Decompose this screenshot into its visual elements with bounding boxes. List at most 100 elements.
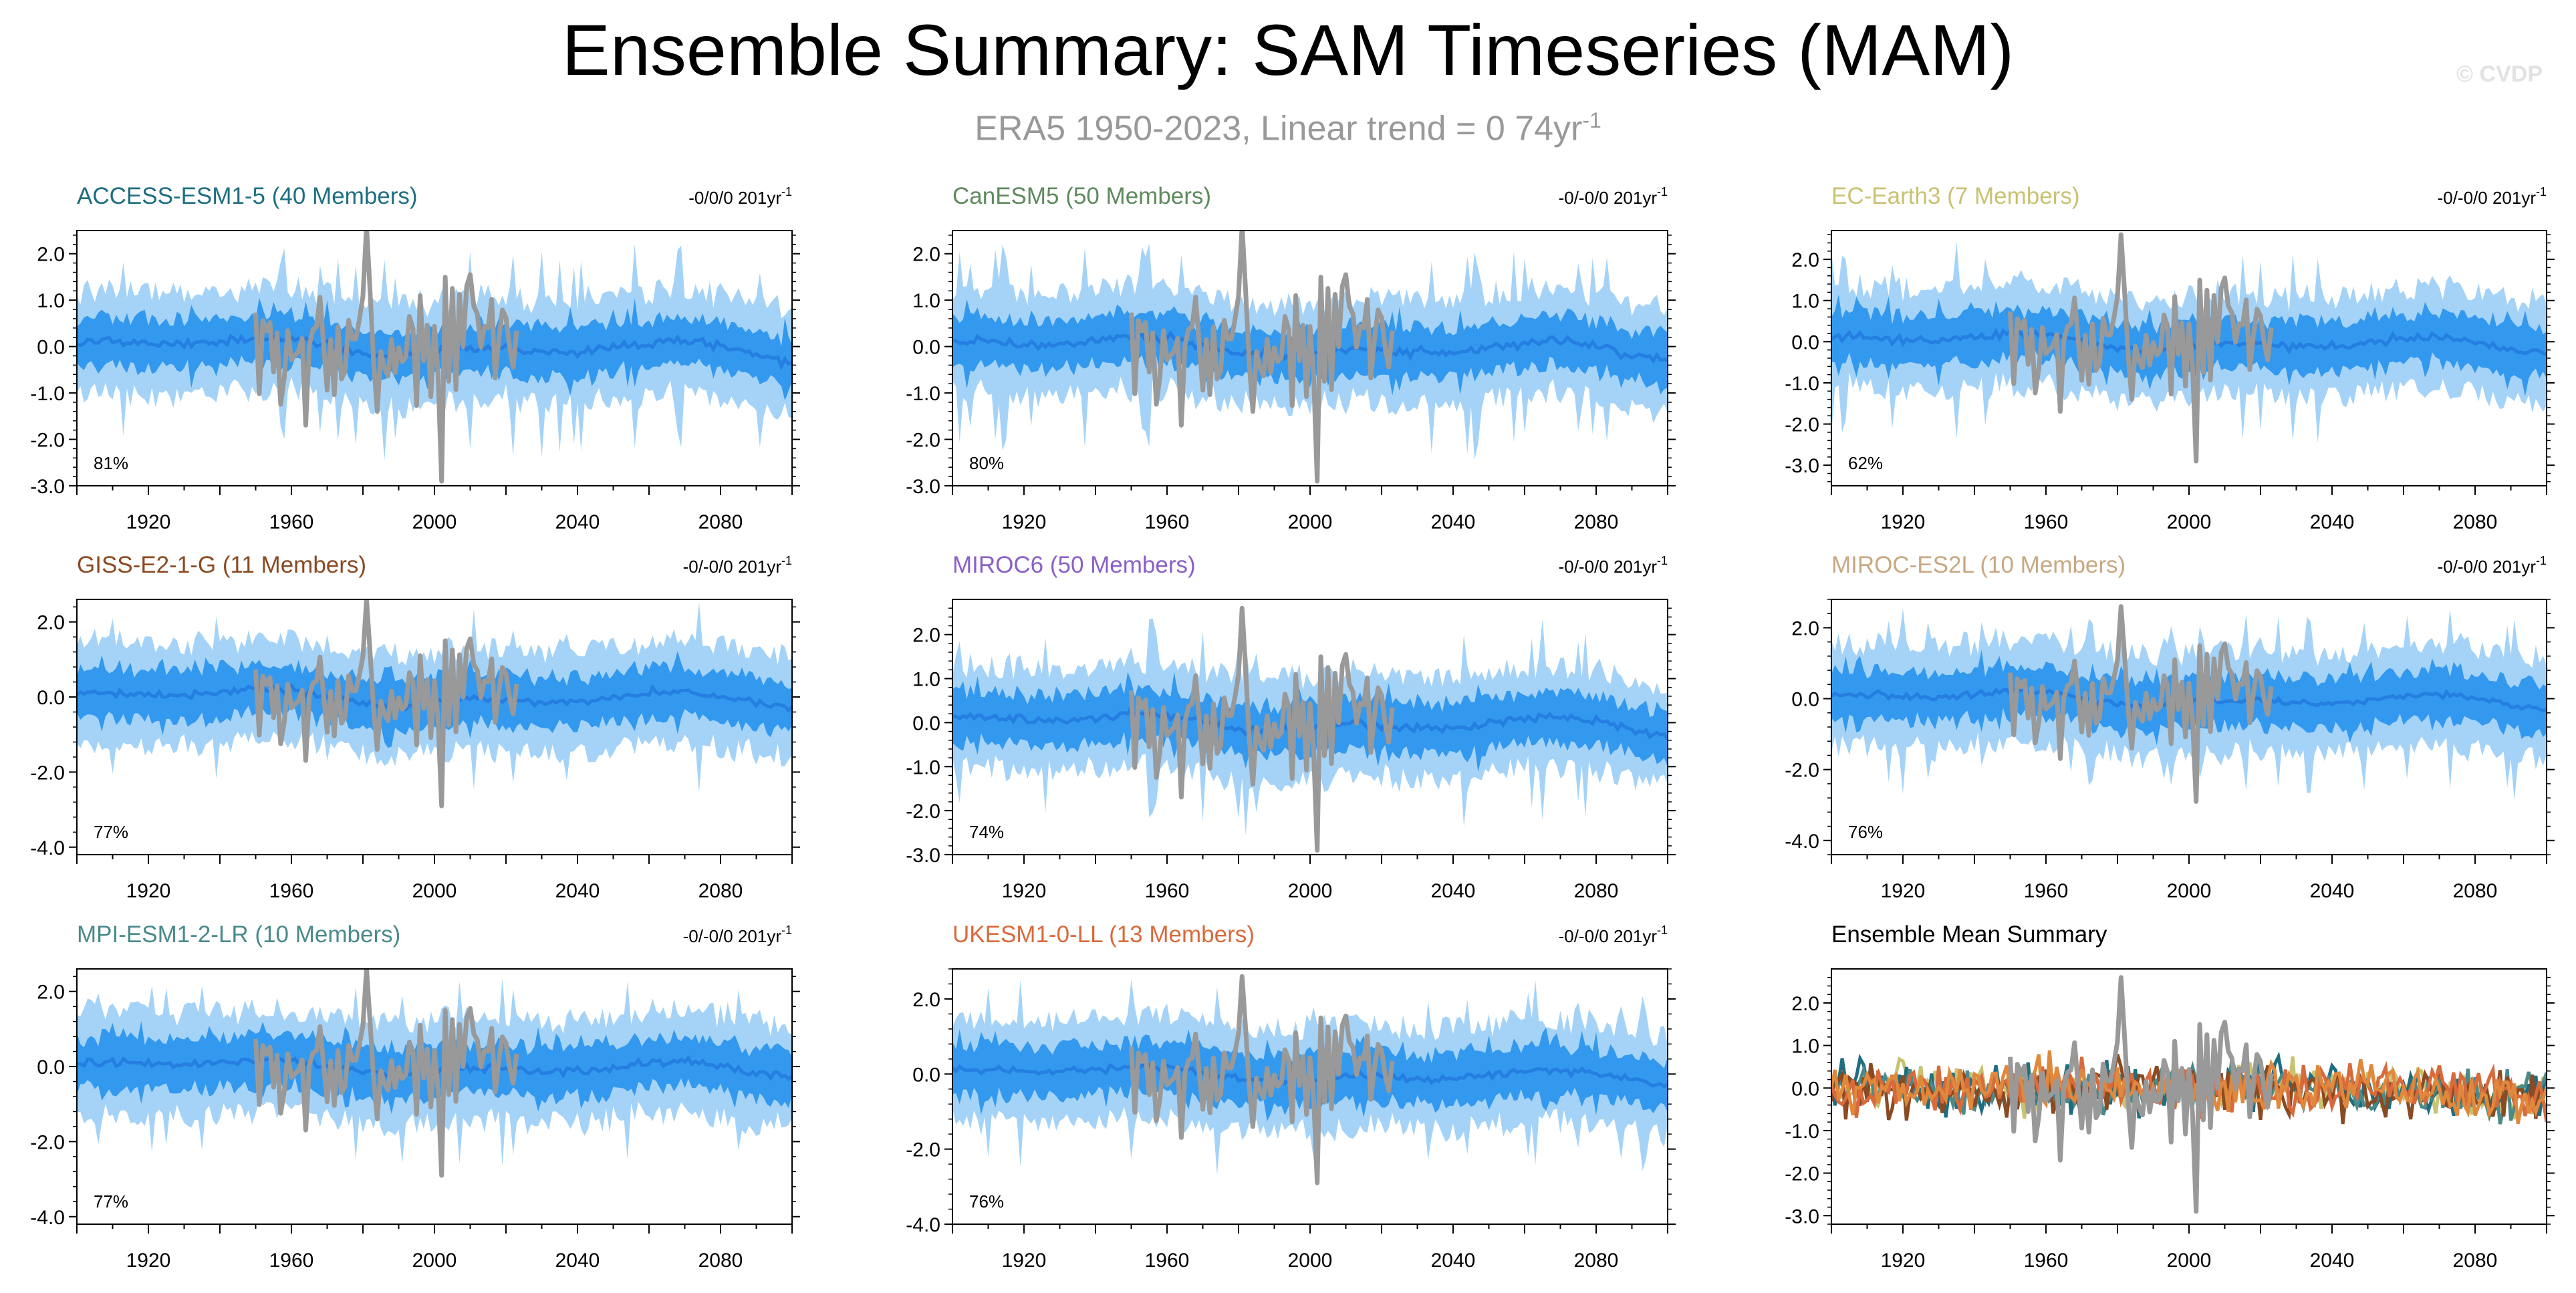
panel-title: MIROC6 (50 Members): [952, 552, 1196, 578]
y-tick-label: 1.0: [37, 290, 65, 312]
trend-text: -0/-0/0 201yr: [683, 557, 782, 577]
y-tick-label: -2.0: [1785, 1163, 1819, 1185]
observed-line: [253, 599, 519, 809]
y-tick-label: 0.0: [912, 712, 940, 734]
trend-label: -0/-0/0 201yr-1: [683, 923, 792, 946]
observed-line: [253, 969, 519, 1178]
y-tick-label: -1.0: [906, 383, 940, 405]
trend-text: -0/0/0 201yr: [688, 188, 781, 208]
plot-area: [1831, 975, 2547, 1214]
observed-line: [1129, 231, 1395, 484]
y-tick-label: 1.0: [912, 290, 940, 312]
y-tick-label: -4.0: [906, 1214, 940, 1236]
y-tick-label: 0.0: [37, 337, 65, 359]
y-tick-label: 0.0: [912, 1064, 940, 1086]
x-tick-label: 2000: [2167, 511, 2212, 533]
x-tick-label: 1920: [126, 880, 171, 902]
y-tick-label: -1.0: [906, 756, 940, 778]
percent-label: 62%: [1848, 453, 1883, 473]
x-tick-label: 2080: [1574, 1250, 1619, 1272]
y-tick-label: 0.0: [912, 337, 940, 359]
panel-ec-earth3: 2.0 1.0 0.0 -1.0 -2.0 -3.0 1920 1960 2000 2040 208…: [1785, 183, 2555, 533]
x-tick-label: 2040: [2310, 880, 2355, 902]
x-tick-label: 1920: [126, 511, 171, 533]
x-tick-label: 1920: [1881, 1250, 1926, 1272]
trend-label: -0/-0/0 201yr-1: [1559, 185, 1668, 208]
percent-label: 80%: [969, 453, 1004, 473]
trend-exponent: -1: [781, 185, 792, 198]
plot-area: [952, 974, 1668, 1185]
plot-area: [1831, 232, 2547, 464]
trend-label: -0/0/0 201yr-1: [688, 185, 792, 208]
trend-text: -0/-0/0 201yr: [1559, 188, 1658, 208]
plot-area: [77, 969, 792, 1178]
plot-area: [77, 599, 792, 809]
trend-exponent: -1: [781, 554, 792, 567]
trend-text: -0/-0/0 201yr: [1559, 926, 1658, 946]
panel-miroc6: 2.0 1.0 0.0 -1.0 -2.0 -3.0 1920 1960 2000 2040 208…: [906, 552, 1676, 902]
x-tick-label: 1920: [126, 1250, 171, 1272]
y-tick-label: 2.0: [37, 982, 65, 1004]
x-tick-label: 2080: [698, 880, 743, 902]
x-tick-label: 2000: [2167, 1250, 2212, 1272]
x-tick-label: 2080: [698, 511, 743, 533]
trend-label: -0/-0/0 201yr-1: [683, 554, 792, 577]
x-tick-label: 2000: [412, 880, 457, 902]
x-tick-label: 2080: [1574, 511, 1619, 533]
percent-label: 76%: [1848, 822, 1883, 842]
trend-exponent: -1: [1657, 554, 1668, 567]
panel-canesm5: 2.0 1.0 0.0 -1.0 -2.0 -3.0 1920 1960 2000 2040 208…: [906, 183, 1676, 533]
x-tick-label: 1960: [1145, 1250, 1190, 1272]
x-tick-label: 1960: [2024, 880, 2069, 902]
y-tick-label: 2.0: [37, 244, 65, 266]
plot-area: [1831, 604, 2547, 804]
percent-label: 76%: [969, 1191, 1004, 1211]
observed-line: [2008, 604, 2274, 804]
observed-line: [253, 231, 519, 484]
x-tick-label: 2080: [2453, 511, 2498, 533]
y-tick-label: 2.0: [37, 612, 65, 634]
y-tick-label: -3.0: [30, 476, 65, 498]
x-tick-label: 2000: [412, 1250, 457, 1272]
percent-label: 74%: [969, 822, 1004, 842]
trend-exponent: -1: [781, 923, 792, 937]
y-tick-label: -1.0: [1785, 373, 1819, 395]
x-tick-label: 1960: [2024, 511, 2069, 533]
x-tick-label: 2040: [1431, 511, 1476, 533]
page-subtitle: ERA5 1950-2023, Linear trend = 0 74yr-1: [0, 99, 2576, 150]
y-tick-label: 2.0: [1791, 993, 1819, 1015]
x-tick-label: 2000: [1288, 880, 1333, 902]
trend-label: -0/-0/0 201yr-1: [1559, 554, 1668, 577]
observed-line: [2008, 975, 2274, 1214]
x-tick-label: 2080: [2453, 880, 2498, 902]
x-tick-label: 2080: [1574, 880, 1619, 902]
y-tick-label: -2.0: [906, 1139, 940, 1161]
y-tick-label: -2.0: [906, 430, 940, 452]
plot-area: [952, 605, 1668, 853]
x-tick-label: 1920: [1881, 511, 1926, 533]
page-title: Ensemble Summary: SAM Timeseries (MAM): [561, 9, 2015, 90]
x-tick-label: 1960: [2024, 1250, 2069, 1272]
subtitle-text: ERA5 1950-2023, Linear trend = 0 74yr: [975, 109, 1583, 148]
x-tick-label: 1960: [269, 511, 314, 533]
x-tick-label: 2040: [1431, 880, 1476, 902]
trend-text: -0/-0/0 201yr: [1559, 557, 1658, 577]
panel-title: MIROC-ES2L (10 Members): [1831, 552, 2126, 578]
x-tick-label: 2040: [1431, 1250, 1476, 1272]
trend-label: -0/-0/0 201yr-1: [2438, 554, 2547, 577]
y-tick-label: -2.0: [1785, 760, 1819, 782]
x-tick-label: 2080: [698, 1250, 743, 1272]
observed-line: [1129, 605, 1395, 853]
observed-line: [2008, 232, 2274, 464]
y-tick-label: 0.0: [1791, 689, 1819, 711]
trend-exponent: -1: [1657, 185, 1668, 198]
subtitle-exponent: -1: [1582, 108, 1601, 132]
x-tick-label: 2080: [2453, 1250, 2498, 1272]
x-tick-label: 2000: [1288, 511, 1333, 533]
trend-label: -0/-0/0 201yr-1: [2438, 185, 2547, 208]
y-tick-label: 2.0: [912, 244, 940, 266]
panel-ensemble-mean-summary: 2.0 1.0 0.0 -1.0 -2.0 -3.0 1920 1960 2000 2040 208…: [1785, 921, 2555, 1272]
y-tick-label: -3.0: [1785, 1205, 1819, 1228]
y-tick-label: 2.0: [912, 625, 940, 647]
percent-label: 77%: [94, 1191, 128, 1211]
